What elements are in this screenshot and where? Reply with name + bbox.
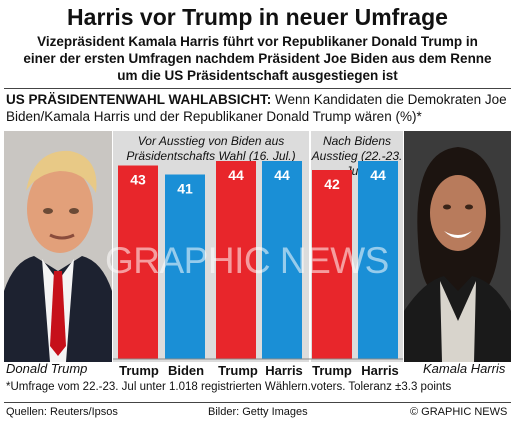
- intro-bold: US PRÄSIDENTENWAHL WAHLABSICHT:: [6, 92, 272, 107]
- xlabel-g1-biden: Biden: [167, 363, 205, 378]
- footnote: *Umfrage vom 22.-23. Jul unter 1.018 reg…: [6, 381, 452, 393]
- trump-photo: [4, 131, 112, 362]
- xlabel-g3-trump: Trump: [312, 363, 352, 378]
- bar-1-biden: [165, 174, 205, 359]
- bar-2-trump: [216, 161, 256, 359]
- bar-1-trump: [118, 165, 158, 359]
- bar-value-3-trump: 42: [324, 176, 340, 192]
- source: Quellen: Reuters/Ipsos: [6, 406, 118, 418]
- copyright: © GRAPHIC NEWS: [410, 406, 508, 418]
- xlabel-g3-harris: Harris: [361, 363, 399, 378]
- harris-caption: Kamala Harris: [423, 361, 506, 376]
- watermark: GRAPHIC NEWS: [105, 240, 389, 281]
- xlabel-g1-trump: Trump: [119, 363, 159, 378]
- intro-text: US PRÄSIDENTENWAHL WAHLABSICHT: Wenn Kan…: [6, 91, 511, 125]
- bar-value-1-biden: 41: [177, 181, 193, 197]
- xlabel-g2-trump: Trump: [218, 363, 258, 378]
- section-title-before: Vor Ausstieg von Biden aus Präsidentscha…: [126, 134, 296, 163]
- photo-credit: Bilder: Getty Images: [208, 406, 308, 418]
- headline: Harris vor Trump in neuer Umfrage: [67, 4, 448, 30]
- bar-value-2-harris: 44: [274, 167, 290, 183]
- bar-2-harris: [262, 161, 302, 359]
- bar-3-trump: [312, 170, 352, 359]
- divider-top: [4, 88, 511, 89]
- xlabel-g2-harris: Harris: [265, 363, 303, 378]
- divider-bottom: [4, 402, 511, 403]
- bar-value-2-trump: 44: [228, 167, 244, 183]
- bar-3-harris: [358, 161, 398, 359]
- intro-body: Wenn Kandidaten die Demokraten Joe Biden…: [6, 92, 507, 124]
- trump-caption: Donald Trump: [6, 361, 88, 376]
- subheadline: Vizepräsident Kamala Harris führt vor Re…: [23, 34, 492, 83]
- harris-photo: [404, 131, 511, 362]
- bar-value-3-harris: 44: [370, 167, 386, 183]
- bar-value-1-trump: 43: [130, 172, 146, 188]
